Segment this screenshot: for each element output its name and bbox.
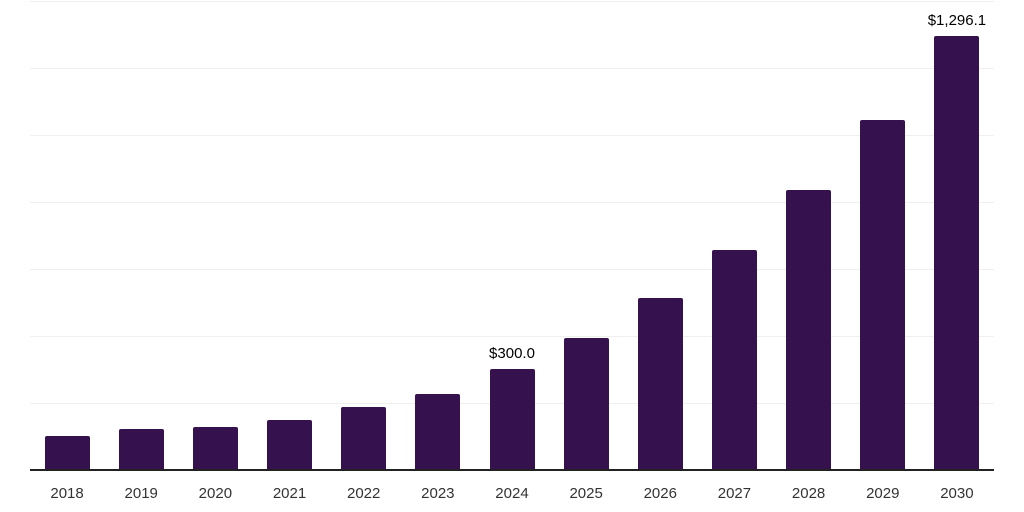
x-tick-label-2029: 2029 xyxy=(866,485,900,502)
bar-2021 xyxy=(267,419,313,470)
bar-2020 xyxy=(192,427,238,470)
gridline-600 xyxy=(30,268,994,270)
x-tick-label-2023: 2023 xyxy=(421,485,455,502)
value-label-2030: $1,296.1 xyxy=(927,11,987,29)
x-tick-label-2021: 2021 xyxy=(272,485,307,502)
bar-2024 xyxy=(489,369,535,470)
x-tick-label-2026: 2026 xyxy=(643,485,677,502)
x-tick-label-2020: 2020 xyxy=(198,485,233,502)
gridline-400 xyxy=(30,335,994,337)
x-tick-label-2028: 2028 xyxy=(791,485,826,502)
bar-2028 xyxy=(786,190,832,470)
value-label-2024: $300.0 xyxy=(489,345,535,363)
bar-2023 xyxy=(415,393,461,470)
x-tick-label-2018: 2018 xyxy=(50,485,84,502)
x-tick-label-2019: 2019 xyxy=(124,485,158,502)
bar-2025 xyxy=(563,337,609,470)
x-tick-label-2022: 2022 xyxy=(346,485,381,502)
x-tick-label-2030: 2030 xyxy=(940,485,974,502)
x-axis-line xyxy=(30,468,994,471)
bar-2019 xyxy=(118,428,164,470)
x-tick-label-2025: 2025 xyxy=(569,485,603,502)
gridline-1200 xyxy=(30,67,994,69)
bar-2022 xyxy=(341,407,387,470)
gridline-800 xyxy=(30,201,994,203)
bar-2027 xyxy=(711,249,757,470)
bar-2030 xyxy=(934,35,980,470)
x-tick-label-2024: 2024 xyxy=(495,485,529,502)
gridline-1400 xyxy=(30,1,994,2)
bar-2018 xyxy=(44,436,90,470)
bar-2026 xyxy=(637,298,683,470)
gridline-1000 xyxy=(30,134,994,136)
x-tick-label-2027: 2027 xyxy=(717,485,752,502)
bar-2029 xyxy=(860,120,906,470)
